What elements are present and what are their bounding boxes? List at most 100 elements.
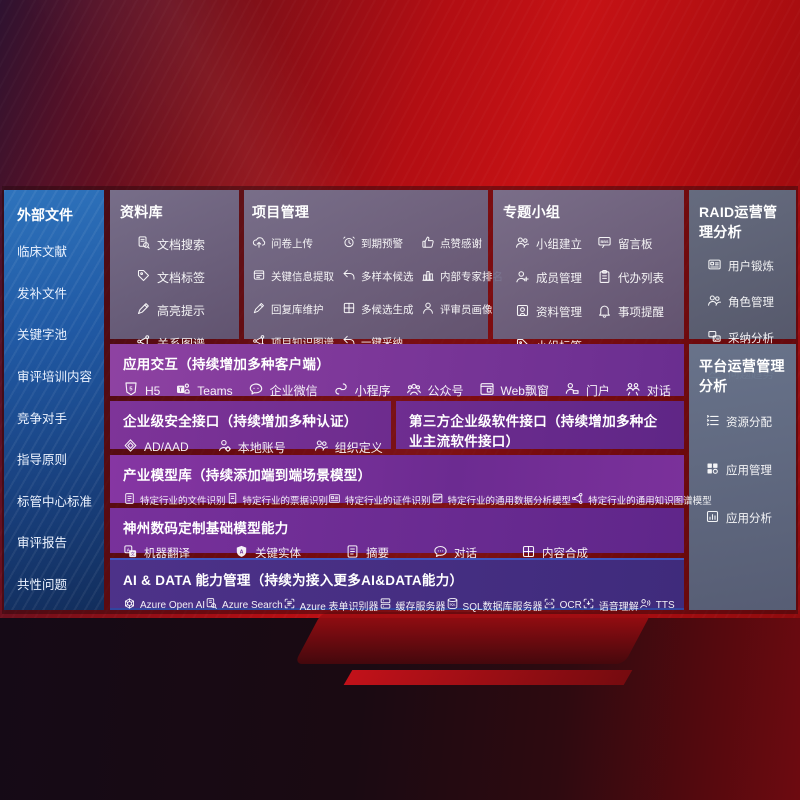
feature-item[interactable]: 小组建立 xyxy=(515,235,597,253)
bell-icon xyxy=(597,303,612,321)
feature-item[interactable]: 应用管理 xyxy=(705,461,786,479)
band-thirdparty-interface: 第三方企业级软件接口（持续增加多种企业主流软件接口） API自动化设计器 xyxy=(396,401,684,475)
person-add-icon xyxy=(515,269,530,287)
chat-qa-icon: QA xyxy=(707,329,722,347)
feature-label: 文档搜索 xyxy=(157,237,206,252)
sidebar-item[interactable]: 临床文献 xyxy=(17,245,68,259)
feature-item[interactable]: 用户锻炼 xyxy=(707,257,786,275)
client-item[interactable]: Web飘窗 xyxy=(479,381,549,400)
client-label: 小程序 xyxy=(354,384,391,398)
feature-label: 多候选生成 xyxy=(361,304,414,316)
feature-item[interactable]: 角色管理 xyxy=(707,293,786,311)
sidebar-item[interactable]: 标管中心标准 xyxy=(17,494,93,509)
capability-item[interactable]: 对话 xyxy=(433,544,477,562)
capability-label: 摘要 xyxy=(366,548,389,560)
feature-label: 文档标签 xyxy=(157,270,206,285)
client-item[interactable]: 公众号 xyxy=(406,381,464,400)
feature-item[interactable]: 到期预警 xyxy=(342,235,421,252)
capability-item[interactable]: 内容合成 xyxy=(521,544,588,562)
service-item[interactable]: Azure 表单识别器 xyxy=(283,597,379,613)
panel-topic-group: 专题小组 小组建立 BBS 留言板 成员管理 xyxy=(493,190,684,353)
client-item[interactable]: 企业微信 xyxy=(248,381,318,400)
sidebar-item[interactable]: 共性问题 xyxy=(17,578,68,592)
feature-item[interactable]: 成员管理 xyxy=(515,269,597,287)
feature-item[interactable]: 事项提醒 xyxy=(597,303,674,321)
azure-search-icon xyxy=(205,597,218,613)
model-item[interactable]: 特定行业的票据识别 xyxy=(226,492,329,508)
feature-label: 到期预警 xyxy=(361,238,403,250)
service-label: Azure Search xyxy=(222,599,283,611)
sidebar-item[interactable]: 审评培训内容 xyxy=(17,369,93,384)
doc-extract-icon xyxy=(252,268,266,285)
feature-item[interactable]: 资料管理 xyxy=(515,303,597,321)
id-card-icon xyxy=(707,257,722,275)
service-item[interactable]: OCR OCR xyxy=(543,597,582,613)
model-item[interactable]: 特定行业的文件识别 xyxy=(123,492,226,508)
service-item[interactable]: 语音理解 xyxy=(582,597,639,613)
receipt-recognize-icon xyxy=(226,492,239,508)
band-ai-data-management: AI & DATA 能力管理（持续为接入更多AI&DATA能力） Azure O… xyxy=(110,558,684,613)
feature-label: 资料管理 xyxy=(536,307,582,319)
sidebar-item[interactable]: 审评报告 xyxy=(17,536,68,551)
service-item[interactable]: SQL SQL数据库服务器 xyxy=(446,597,543,613)
service-item[interactable]: Azure Search xyxy=(205,597,283,613)
model-item[interactable]: 特定行业的通用知识图谱模型 xyxy=(571,492,712,508)
capability-item[interactable]: A 关键实体 xyxy=(234,544,301,562)
feature-item[interactable]: QA 采纳分析 xyxy=(707,329,786,347)
doc-search-icon xyxy=(136,235,151,253)
album-icon xyxy=(515,303,530,321)
model-item[interactable]: 特定行业的通用数据分析模型 xyxy=(431,492,571,508)
service-label: Azure Open AI xyxy=(140,599,206,611)
panel-platform-title: 平台运营管理分析 xyxy=(699,358,785,394)
client-item[interactable]: 5 H5 xyxy=(123,381,160,400)
model-label: 特定行业的票据识别 xyxy=(242,496,329,507)
auth-item[interactable]: 组织定义 xyxy=(314,438,383,456)
feature-item[interactable]: 文档搜索 xyxy=(136,235,229,253)
band-security-interface: 企业级安全接口（持续增加多种认证） AD/AAD 本地账号 组织定义 xyxy=(110,401,391,455)
feature-item[interactable]: 关键信息提取 xyxy=(252,268,342,285)
content-merge-icon xyxy=(521,544,536,562)
feature-item[interactable]: 应用分析 xyxy=(705,509,786,527)
panel-project-list: 问卷上传 到期预警 点赞感谢 关键信息提取 xyxy=(252,235,503,351)
alarm-icon xyxy=(342,235,356,252)
auth-item[interactable]: AD/AAD xyxy=(123,438,189,456)
feature-item[interactable]: BBS 留言板 xyxy=(597,235,674,253)
feature-item[interactable]: 问卷上传 xyxy=(252,235,342,252)
model-item[interactable]: 特定行业的证件识别 xyxy=(328,492,431,508)
sidebar-item[interactable]: 关键字池 xyxy=(17,328,68,343)
client-item[interactable]: 小程序 xyxy=(333,381,391,400)
panel-raid-analysis: RAID运营管理分析 用户锻炼 角色管理 QA 采纳分析 xyxy=(689,190,796,381)
capability-label: 机器翻译 xyxy=(144,548,190,560)
official-account-icon xyxy=(406,381,422,400)
feature-item[interactable]: 评审员画像 xyxy=(421,301,503,318)
auth-item[interactable]: 本地账号 xyxy=(217,438,286,456)
feature-item[interactable]: 多候选生成 xyxy=(342,301,421,318)
capability-label: 关键实体 xyxy=(255,548,301,560)
sidebar-item[interactable]: 竞争对手 xyxy=(17,411,68,426)
feature-item[interactable]: 回复库维护 xyxy=(252,301,342,318)
capability-label: 内容合成 xyxy=(542,548,588,560)
client-item[interactable]: T Teams xyxy=(175,381,233,400)
doc-recognize-icon xyxy=(123,492,136,508)
feature-item[interactable]: 代办列表 xyxy=(597,269,674,287)
band-interaction-list: 5 H5 T Teams 企业微信 小程序 xyxy=(123,381,671,400)
feature-label: 应用管理 xyxy=(726,465,772,477)
capability-label: 对话 xyxy=(454,548,477,560)
capability-item[interactable]: 摘要 xyxy=(345,544,389,562)
service-item[interactable]: TTS xyxy=(639,597,675,613)
client-item[interactable]: 门户 xyxy=(564,381,610,400)
client-item[interactable]: 对话 xyxy=(625,381,671,400)
feature-item[interactable]: 多样本候选 xyxy=(342,268,421,285)
service-item[interactable]: Azure Open AI xyxy=(123,597,205,613)
feature-item[interactable]: 资源分配 xyxy=(705,413,786,431)
sidebar-item[interactable]: 指导原则 xyxy=(17,453,68,468)
service-item[interactable]: 缓存服务器 xyxy=(379,597,446,613)
sidebar-item[interactable]: 发补文件 xyxy=(17,286,68,301)
feature-item[interactable]: 文档标签 xyxy=(136,268,229,286)
svg-text:A: A xyxy=(240,549,244,555)
feature-item[interactable]: 高亮提示 xyxy=(136,301,229,319)
feature-item[interactable]: 点赞感谢 xyxy=(421,235,503,252)
feature-item[interactable]: 内部专家排名 xyxy=(421,268,503,285)
